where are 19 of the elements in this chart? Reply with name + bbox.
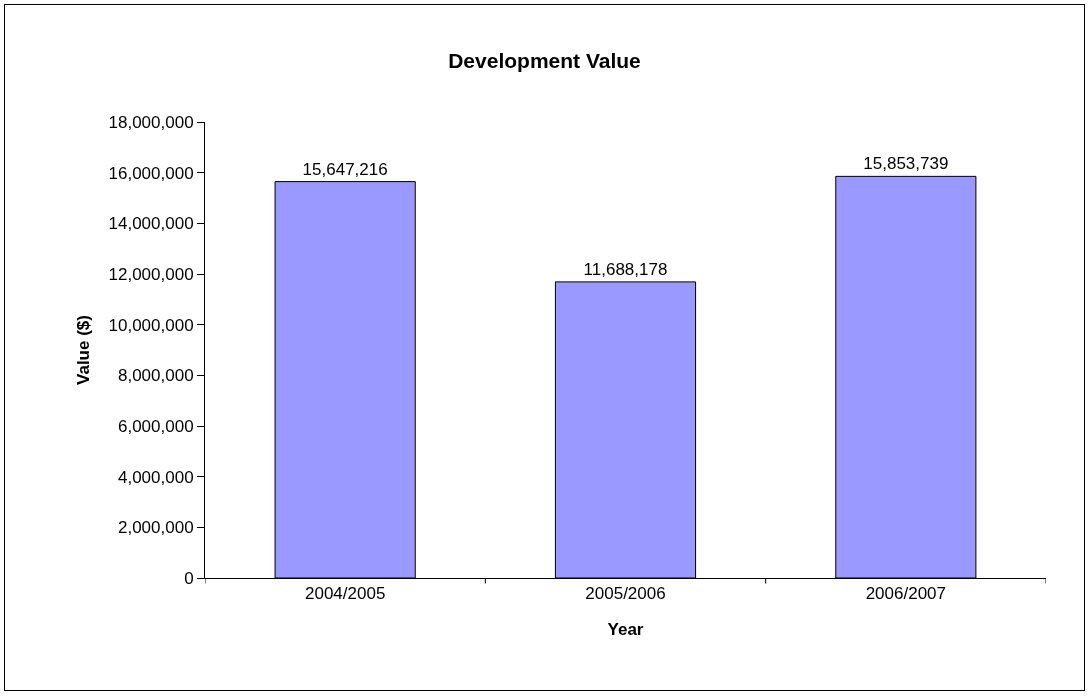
y-tick-label: 8,000,000 [117, 366, 194, 386]
y-tick-label: 2,000,000 [117, 518, 194, 538]
y-axis-title: Value ($) [74, 315, 94, 385]
x-tick-label: 2004/2005 [304, 584, 386, 604]
x-axis-title: Year [607, 619, 644, 639]
data-label: 15,647,216 [302, 159, 388, 179]
x-tick-label: 2006/2007 [865, 584, 947, 604]
x-tick-label: 2005/2006 [585, 584, 666, 604]
chart-title: Development Value [448, 48, 641, 72]
y-tick-label: 16,000,000 [108, 163, 194, 183]
data-label: 15,853,739 [863, 154, 949, 174]
y-tick-label: 18,000,000 [108, 112, 194, 132]
y-tick-label: 12,000,000 [108, 264, 194, 284]
data-label: 11,688,178 [583, 259, 668, 279]
y-tick-label: 0 [184, 568, 194, 588]
y-tick-label: 6,000,000 [117, 416, 194, 436]
y-tick-label: 14,000,000 [108, 214, 194, 234]
y-tick-label: 10,000,000 [108, 315, 194, 335]
y-tick-label: 4,000,000 [117, 467, 194, 487]
